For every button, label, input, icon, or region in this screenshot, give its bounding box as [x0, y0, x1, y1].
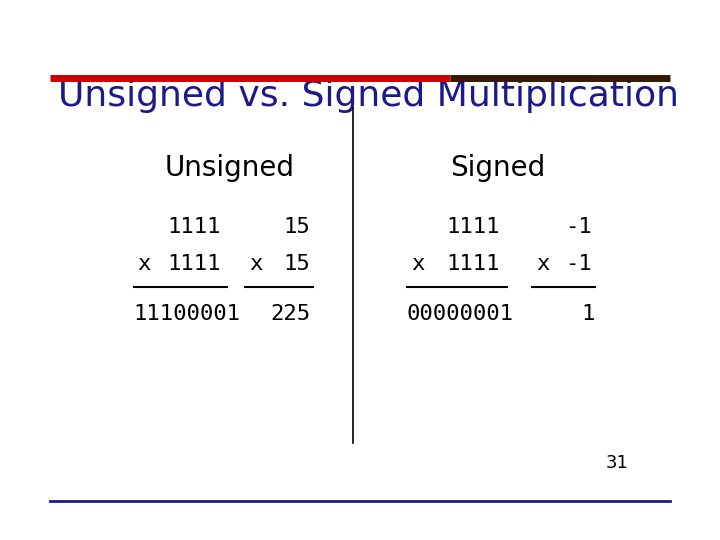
Text: -1: -1	[565, 217, 593, 237]
Text: 1111: 1111	[168, 217, 221, 237]
Text: 11100001: 11100001	[133, 304, 240, 324]
Text: 1111: 1111	[446, 254, 500, 274]
Text: 00000001: 00000001	[407, 304, 514, 324]
Text: x: x	[138, 254, 150, 274]
Text: 15: 15	[284, 254, 310, 274]
Text: x: x	[411, 254, 424, 274]
Text: x: x	[249, 254, 262, 274]
Text: 1: 1	[582, 304, 595, 324]
Text: 225: 225	[270, 304, 310, 324]
Text: 1111: 1111	[446, 217, 500, 237]
Text: Unsigned: Unsigned	[164, 154, 294, 182]
Text: 15: 15	[284, 217, 310, 237]
Text: x: x	[536, 254, 550, 274]
Text: Unsigned vs. Signed Multiplication: Unsigned vs. Signed Multiplication	[58, 79, 680, 113]
Text: Signed: Signed	[450, 154, 545, 182]
Text: 31: 31	[606, 454, 629, 472]
Text: 1111: 1111	[168, 254, 221, 274]
Text: -1: -1	[565, 254, 593, 274]
